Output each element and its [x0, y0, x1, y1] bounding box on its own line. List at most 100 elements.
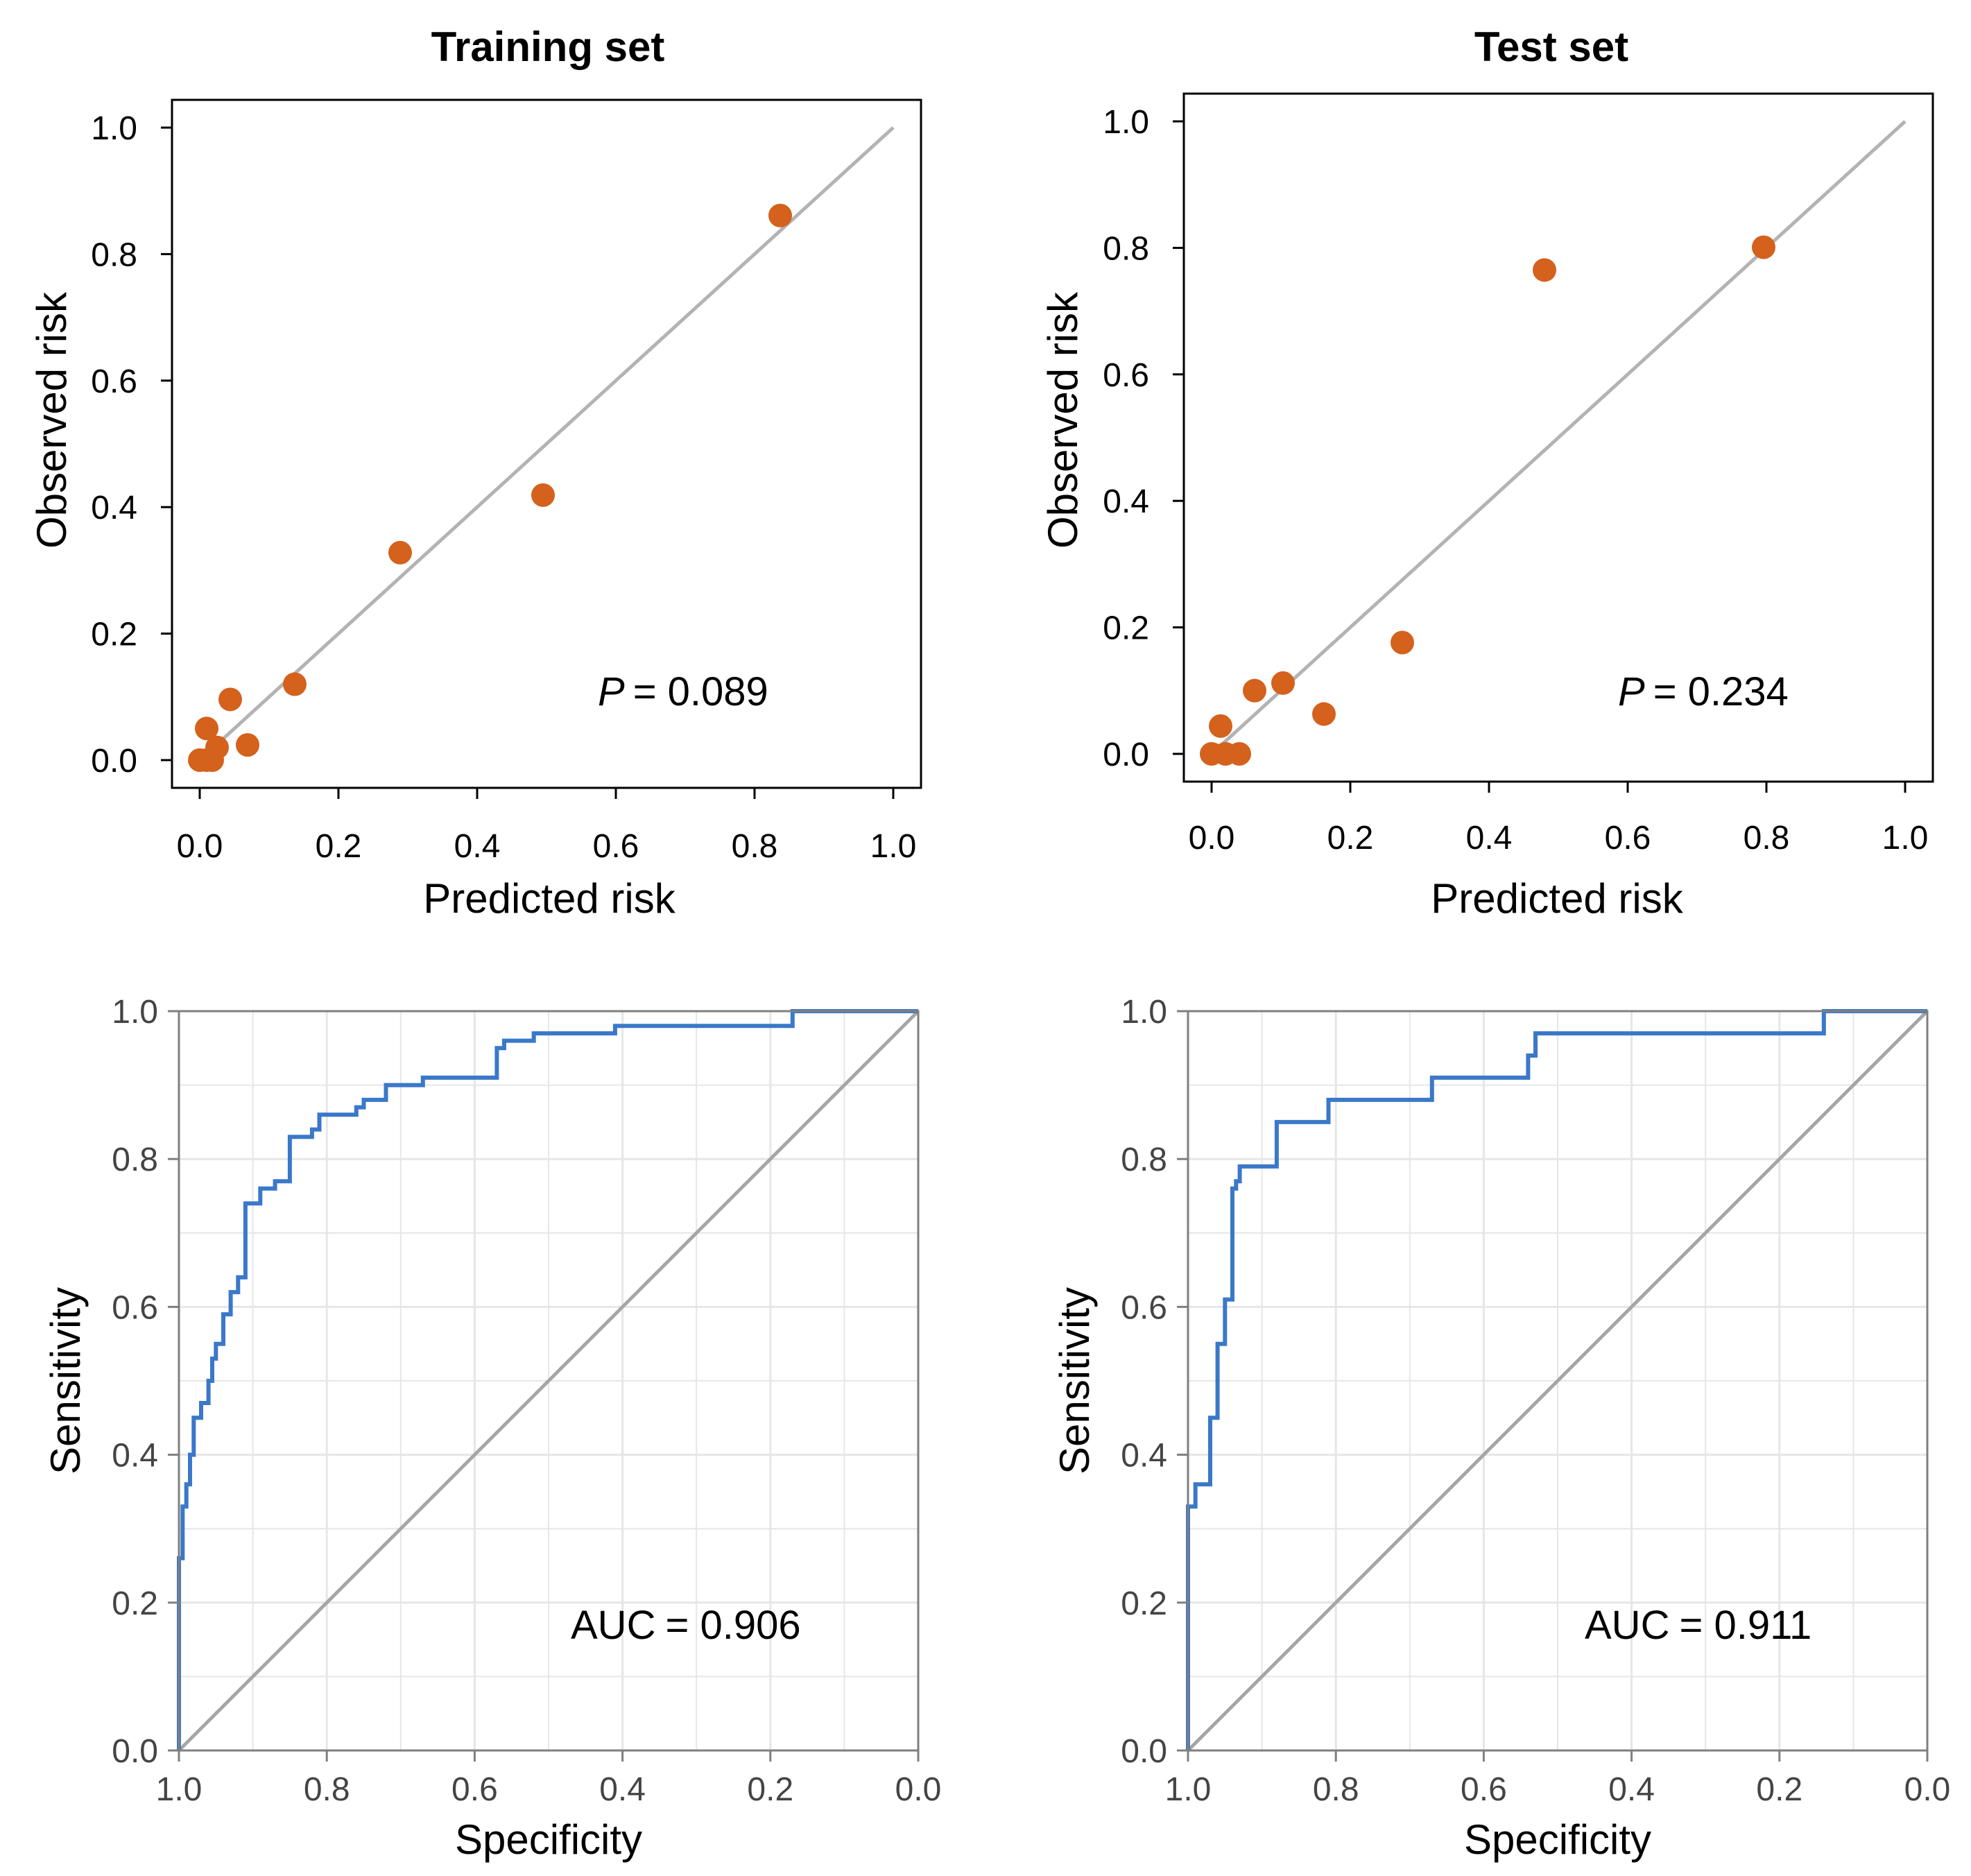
data-point-2 [1228, 742, 1251, 766]
y-axis-title: Sensitivity [1051, 1287, 1098, 1474]
x-tick-label: 0.4 [599, 1771, 646, 1808]
x-tick-label: 0.4 [1466, 820, 1513, 857]
auc-value: = 0.911 [1679, 1603, 1811, 1648]
x-tick-label: 0.6 [1461, 1771, 1507, 1808]
reference-line-layer [1210, 120, 1907, 755]
roc-curve-layer [177, 1009, 918, 1750]
data-point-4 [205, 735, 229, 759]
data-point-4 [1243, 678, 1266, 703]
reference-diagonal [178, 1010, 920, 1752]
y-axis-title: Observed risk [1040, 291, 1086, 549]
p-value: = 0.234 [1653, 669, 1789, 714]
x-tick-label: 0.2 [316, 828, 362, 865]
auc-value: = 0.906 [665, 1603, 800, 1648]
plot-frame [171, 98, 922, 789]
x-tick-label: 0.2 [1327, 820, 1374, 857]
x-tick-label: 0.8 [1744, 820, 1790, 857]
y-tick-label: 0.6 [1121, 1289, 1167, 1326]
y-tick-label: 1.0 [91, 110, 137, 147]
p-value-annotation: P = 0.089 [598, 669, 768, 714]
x-tick-label: 0.6 [593, 828, 639, 865]
x-tick-label: 0.6 [451, 1771, 498, 1808]
x-tick-label: 0.8 [304, 1771, 350, 1808]
x-axis-title: Predicted risk [423, 875, 675, 922]
y-tick-label: 0.0 [91, 743, 137, 780]
data-point-5 [218, 687, 242, 712]
roc-curve-line [1186, 1009, 1927, 1750]
y-tick-label: 0.2 [112, 1585, 158, 1622]
x-tick-label: 0.0 [1189, 820, 1235, 857]
x-tick-label: 0.0 [895, 1771, 942, 1808]
reference-diagonal [198, 126, 895, 761]
x-axis-title: Predicted risk [1431, 875, 1683, 922]
p-value: = 0.089 [633, 669, 768, 714]
plot-frame [1182, 92, 1934, 783]
x-tick-label: 0.8 [732, 828, 778, 865]
x-tick-label: 0.8 [1313, 1771, 1359, 1808]
y-tick-label: 0.0 [1103, 737, 1149, 773]
roc-curve-line [177, 1009, 918, 1750]
roc-test-panel: 1.0 0.8 0.6 0.4 0.2 0.0 0.0 0.2 0.4 0.6 0.8 1.0 Spe… [1051, 994, 1950, 1863]
x-tick-label: 1.0 [1882, 820, 1929, 857]
y-tick-label: 0.0 [1121, 1733, 1167, 1770]
reference-line-layer [1187, 1010, 1929, 1752]
axis-layer: 1.0 0.8 0.6 0.4 0.2 0.0 0.0 0.2 0.4 0.6 0.8 1.0 [112, 994, 941, 1808]
auc-label: AUC [1585, 1603, 1669, 1648]
calibration-test-panel: Test set 0.0 0.2 0.4 0.6 0.8 1.00.00.20.40.60… [1040, 24, 1934, 922]
data-point-9 [531, 483, 555, 507]
data-point-5 [1271, 671, 1295, 695]
data-point-6 [1312, 702, 1336, 726]
x-tick-label: 0.4 [454, 828, 501, 865]
points-layer [188, 203, 792, 772]
y-tick-label: 0.2 [1121, 1585, 1167, 1622]
x-tick-label: 0.4 [1608, 1771, 1655, 1808]
auc-label: AUC [571, 1603, 655, 1648]
data-point-8 [1533, 258, 1556, 282]
grid-layer [1187, 1010, 1929, 1752]
y-tick-label: 0.6 [91, 363, 137, 400]
calibration-training-panel: Training set 0.0 0.2 0.4 0.6 0.8 1.0 0.0 0.2 0.4… [28, 24, 922, 922]
data-point-7 [283, 672, 307, 696]
panel-title: Test set [1474, 24, 1628, 70]
reference-line-layer [178, 1010, 920, 1752]
reference-line-layer [198, 126, 895, 761]
y-tick-label: 0.8 [1103, 230, 1149, 267]
data-point-8 [388, 540, 412, 565]
data-point-3 [1209, 714, 1232, 738]
plot-frame [178, 1010, 920, 1752]
x-tick-label: 0.2 [1756, 1771, 1802, 1808]
roc-training-panel: 1.0 0.8 0.6 0.4 0.2 0.0 0.0 0.2 0.4 0.6 0.8 1.0 Spe… [42, 994, 941, 1863]
y-tick-label: 0.0 [112, 1733, 158, 1770]
y-tick-label: 0.4 [1121, 1438, 1167, 1474]
y-tick-label: 0.6 [1103, 357, 1149, 394]
y-tick-label: 0.8 [91, 236, 137, 273]
y-axis-title: Observed risk [28, 291, 75, 549]
y-tick-label: 0.8 [112, 1142, 158, 1178]
y-tick-label: 0.8 [1121, 1142, 1167, 1178]
x-tick-label: 0.0 [1904, 1771, 1951, 1808]
p-label: P [598, 669, 625, 714]
x-axis-title: Specificity [455, 1816, 642, 1863]
data-point-6 [236, 733, 259, 757]
auc-annotation: AUC = 0.906 [571, 1603, 801, 1648]
data-point-9 [1752, 235, 1775, 259]
y-tick-label: 1.0 [112, 994, 158, 1031]
points-layer [1200, 235, 1775, 766]
reference-diagonal [1187, 1010, 1929, 1752]
data-point-3 [195, 716, 218, 741]
x-tick-label: 0.0 [177, 828, 223, 865]
roc-curve-layer [1186, 1009, 1927, 1750]
x-tick-label: 1.0 [870, 828, 917, 865]
data-point-10 [768, 203, 792, 227]
x-axis-title: Specificity [1464, 1816, 1651, 1863]
p-value-annotation: P = 0.234 [1618, 669, 1789, 714]
axis-layer: 1.0 0.8 0.6 0.4 0.2 0.0 0.0 0.2 0.4 0.6 0.8 1.0 [1121, 994, 1950, 1808]
grid-layer [178, 1010, 920, 1752]
y-tick-label: 0.2 [91, 617, 137, 653]
x-tick-label: 0.2 [747, 1771, 793, 1808]
plot-frame [1187, 1010, 1929, 1752]
axis-layer: 0.0 0.2 0.4 0.6 0.8 1.0 0.0 0.2 0.4 0.6 0.8 1.0 [1103, 104, 1928, 857]
x-tick-label: 1.0 [1165, 1771, 1212, 1808]
